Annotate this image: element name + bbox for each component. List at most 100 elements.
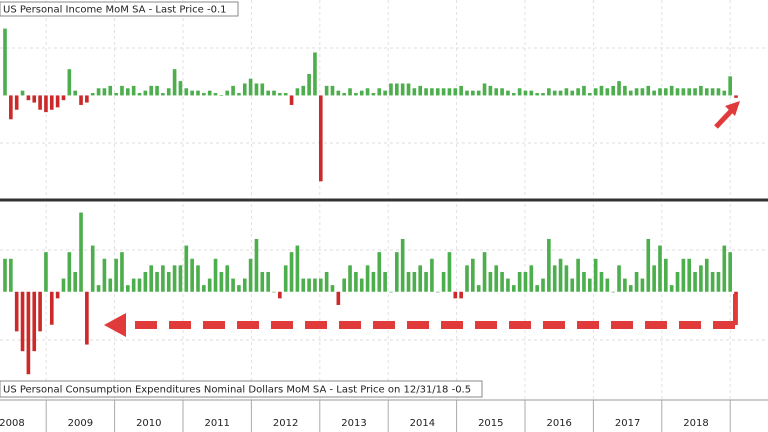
bar [3, 28, 7, 96]
bar [693, 88, 697, 96]
bar [558, 90, 563, 96]
bar [441, 88, 446, 96]
bar [114, 93, 118, 96]
bar [704, 88, 709, 96]
bar [406, 271, 411, 292]
bar [131, 85, 136, 96]
bar [371, 93, 376, 96]
bar [716, 271, 721, 292]
x-tick-label: 2018 [683, 418, 708, 429]
bar [202, 285, 206, 292]
bar [190, 90, 194, 96]
bar [669, 285, 674, 292]
bar [710, 88, 715, 96]
bar [330, 285, 335, 292]
bar [552, 265, 557, 292]
bar [494, 265, 499, 292]
bar [558, 258, 563, 292]
bar [155, 271, 159, 292]
bar [669, 85, 674, 96]
bar [348, 265, 352, 292]
bar [108, 278, 113, 292]
bar [482, 83, 487, 96]
bar [20, 90, 25, 96]
bar [488, 271, 493, 292]
bar [734, 95, 738, 98]
bar [587, 278, 592, 292]
bar [219, 271, 224, 292]
bar [149, 85, 154, 96]
bar [623, 85, 627, 96]
bar [213, 93, 218, 96]
bar [699, 85, 703, 96]
bar [441, 271, 446, 292]
legend-box [0, 1, 239, 17]
bar [582, 271, 586, 292]
bar [459, 291, 463, 299]
bar [324, 271, 329, 292]
bar [26, 95, 31, 101]
bar [506, 278, 510, 292]
bar [634, 271, 639, 292]
x-tick-label: 2014 [410, 418, 435, 429]
bar [283, 93, 288, 96]
bar [137, 93, 142, 96]
bar [137, 278, 142, 292]
bar [430, 258, 434, 292]
bar [301, 85, 306, 96]
bar [664, 88, 668, 96]
bar [611, 291, 616, 293]
bar [289, 95, 294, 105]
bar [383, 271, 387, 292]
bar [295, 245, 300, 292]
x-tick-label: 2012 [273, 418, 298, 429]
bar [687, 258, 692, 292]
bar [377, 252, 382, 292]
bar [125, 88, 130, 96]
bar [541, 93, 545, 96]
bar [547, 238, 551, 292]
bar [599, 85, 604, 96]
bar [658, 88, 662, 96]
bar [49, 291, 54, 325]
bar [213, 258, 218, 292]
bar [85, 95, 89, 103]
bar [3, 258, 7, 292]
bar [184, 88, 189, 96]
bar [354, 271, 358, 292]
bar [242, 83, 247, 96]
bar [482, 252, 487, 292]
bar [693, 271, 697, 292]
x-tick-label: 2009 [68, 418, 93, 429]
bar [699, 265, 703, 292]
bar [131, 278, 136, 292]
bar [318, 278, 323, 292]
chart-title: US Personal Consumption Expenditures Nom… [3, 385, 471, 396]
bar [324, 85, 329, 96]
bar [184, 245, 189, 292]
bar [494, 88, 499, 96]
bar [96, 88, 101, 96]
bar [85, 291, 89, 345]
bar [313, 278, 317, 292]
bar [190, 258, 194, 292]
bar [728, 76, 732, 96]
bar [652, 90, 656, 96]
bar [266, 271, 270, 292]
bar [488, 85, 493, 96]
bar [371, 271, 376, 292]
bar [330, 85, 335, 96]
bar [593, 88, 598, 96]
bar [237, 285, 241, 292]
bar [108, 85, 113, 96]
bar [611, 85, 616, 96]
bar [242, 278, 247, 292]
bar [634, 88, 639, 96]
bar [576, 258, 580, 292]
bar [231, 85, 235, 96]
bar [476, 285, 481, 292]
bar [272, 291, 276, 293]
bar [55, 291, 60, 299]
